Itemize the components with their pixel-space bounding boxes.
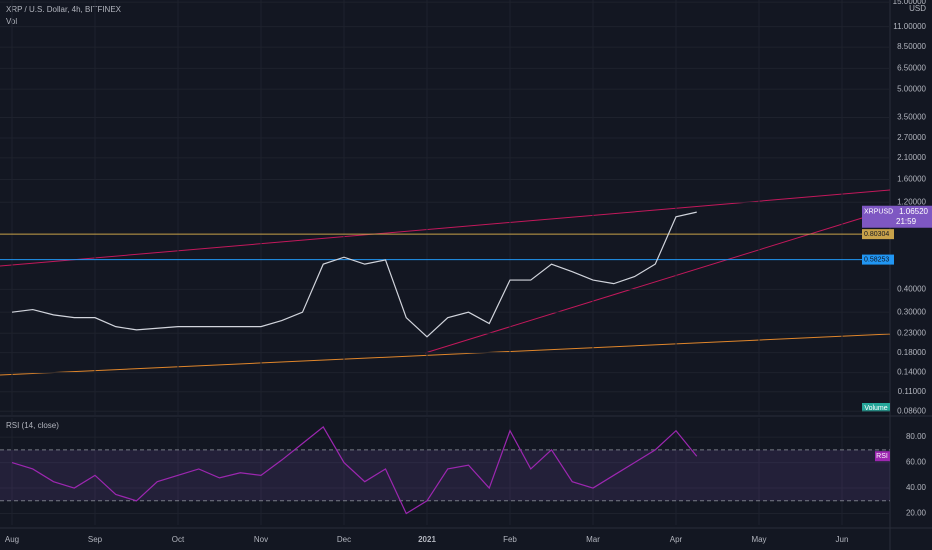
- series-line: [11, 426, 698, 515]
- level-badge: [862, 254, 894, 265]
- y-tick-label: 80.00: [906, 432, 927, 441]
- x-tick-label: May: [751, 535, 766, 544]
- y-tick-label: 0.11000: [898, 387, 927, 396]
- y-tick-label: 0.40000: [897, 284, 926, 293]
- level-badge: [862, 229, 894, 240]
- y-tick-label: 11.00000: [893, 22, 926, 31]
- rsi-title: RSI (14, close): [6, 421, 59, 430]
- x-tick-label: Oct: [172, 535, 185, 544]
- y-tick-label: 0.30000: [897, 307, 926, 316]
- y-tick-label: 60.00: [906, 458, 927, 467]
- y-tick-label: 15.00000: [893, 0, 927, 6]
- price-badge: [862, 205, 932, 228]
- y-tick-label: 2.70000: [897, 133, 926, 142]
- trend-line: [424, 213, 876, 354]
- level-label: 0.80304: [864, 231, 889, 238]
- x-tick-label: 2021: [418, 535, 436, 544]
- y-tick-label: 3.50000: [897, 113, 926, 122]
- y-tick-label: 8.50000: [897, 42, 926, 51]
- x-tick-label: Sep: [88, 535, 103, 544]
- axis-unit: USD: [909, 4, 926, 13]
- y-tick-label: 1.60000: [897, 175, 926, 184]
- y-tick-label: 40.00: [906, 483, 927, 492]
- level-label: 0.58253: [864, 256, 889, 263]
- y-tick-label: 1.20000: [897, 197, 926, 206]
- series-name: XRPUSD: [864, 209, 893, 216]
- price-label: 1.06520: [899, 207, 928, 216]
- chart-title: XRP / U.S. Dollar, 4h, BITFINEX: [6, 5, 122, 14]
- volume-badge-label: Volume: [864, 405, 887, 412]
- trend-line: [0, 333, 891, 376]
- x-tick-label: Feb: [503, 535, 517, 544]
- y-tick-label: 20.00: [906, 509, 927, 518]
- volume-badge: [862, 403, 890, 412]
- y-tick-label: 0.18000: [897, 348, 926, 357]
- countdown: 21:59: [896, 217, 917, 226]
- x-tick-label: Jun: [836, 535, 849, 544]
- x-tick-label: Nov: [254, 535, 268, 544]
- x-tick-label: Aug: [5, 535, 19, 544]
- series-line: [11, 211, 697, 338]
- x-tick-label: Apr: [670, 535, 683, 544]
- rsi-badge-label: RSI: [876, 453, 888, 460]
- y-tick-label: 5.00000: [897, 84, 926, 93]
- x-tick-label: Dec: [337, 535, 351, 544]
- y-tick-label: 0.14000: [897, 368, 926, 377]
- rsi-band: [0, 449, 890, 501]
- rsi-badge: [875, 451, 890, 462]
- y-tick-label: 0.23000: [897, 328, 926, 337]
- y-tick-label: 2.10000: [897, 153, 926, 162]
- x-tick-label: Mar: [586, 535, 600, 544]
- y-tick-label: 0.08600: [897, 406, 926, 415]
- y-tick-label: 6.50000: [897, 63, 926, 72]
